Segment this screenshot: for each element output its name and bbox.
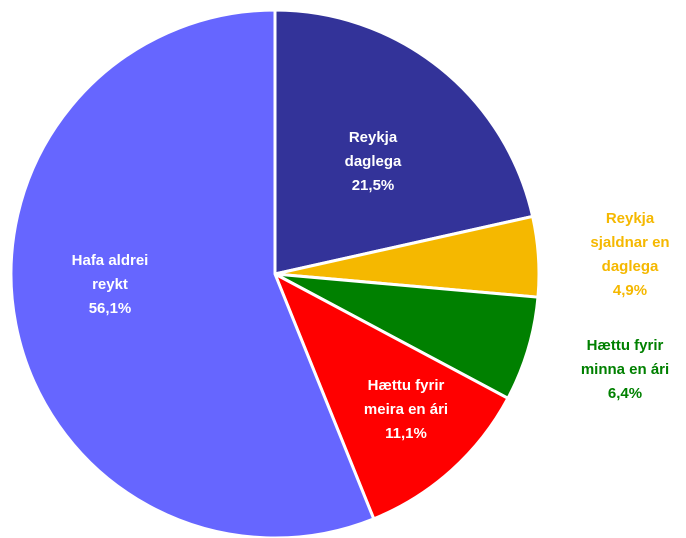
slice-label: Reykja daglega 21,5% (328, 126, 418, 198)
pie-slice (273, 8, 535, 276)
value-label: 6,4% (607, 385, 643, 402)
slice-label: Hættu fyrir meira en ári 11,1% (349, 374, 464, 446)
value-label: 56,1% (88, 300, 132, 317)
category-label: Hættu fyrir meira en ári (363, 377, 449, 418)
value-label: 11,1% (385, 425, 427, 442)
slice-label: Hafa aldrei reykt 56,1% (53, 249, 168, 321)
slice-label: Reykja sjaldnar en daglega 4,9% (575, 207, 685, 303)
slice-label: Hættu fyrir minna en ári 6,4% (568, 334, 683, 406)
pie-slice (9, 8, 376, 538)
pie-slice (272, 270, 510, 521)
value-label: 21,5% (351, 177, 395, 194)
value-label: 4,9% (612, 282, 648, 299)
category-label: Hættu fyrir minna en ári (580, 337, 670, 378)
category-label: Hafa aldrei reykt (71, 252, 149, 293)
category-label: Reykja daglega (344, 129, 402, 170)
category-label: Reykja sjaldnar en daglega (590, 210, 670, 275)
